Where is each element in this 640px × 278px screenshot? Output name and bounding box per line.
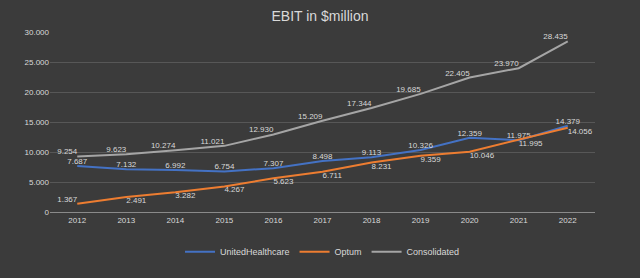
- svg-text:14.056: 14.056: [568, 127, 593, 136]
- svg-text:2019: 2019: [412, 216, 430, 225]
- svg-text:6.992: 6.992: [165, 161, 186, 170]
- svg-text:20.000: 20.000: [25, 88, 50, 97]
- svg-text:9.113: 9.113: [362, 148, 382, 157]
- svg-text:7.132: 7.132: [116, 160, 137, 169]
- svg-text:UnitedHealthcare: UnitedHealthcare: [220, 247, 290, 257]
- svg-text:Consolidated: Consolidated: [407, 247, 460, 257]
- svg-text:0: 0: [45, 208, 50, 217]
- svg-text:19.685: 19.685: [396, 85, 421, 94]
- svg-text:17.344: 17.344: [347, 99, 372, 108]
- svg-text:10.046: 10.046: [470, 151, 495, 160]
- svg-text:7.687: 7.687: [67, 157, 88, 166]
- svg-text:15.209: 15.209: [298, 112, 323, 121]
- svg-text:5.623: 5.623: [273, 177, 294, 186]
- svg-text:EBIT in $million: EBIT in $million: [271, 8, 368, 24]
- svg-text:10.326: 10.326: [408, 141, 433, 150]
- svg-text:4.267: 4.267: [224, 185, 245, 194]
- svg-text:14.379: 14.379: [556, 117, 581, 126]
- svg-text:22.405: 22.405: [445, 69, 470, 78]
- svg-text:25.000: 25.000: [25, 58, 50, 67]
- svg-text:2018: 2018: [363, 216, 381, 225]
- svg-text:8.498: 8.498: [312, 152, 333, 161]
- svg-text:10.000: 10.000: [25, 148, 50, 157]
- svg-text:10.274: 10.274: [151, 141, 176, 150]
- svg-text:28.435: 28.435: [543, 32, 568, 41]
- svg-text:2012: 2012: [68, 216, 86, 225]
- svg-text:2022: 2022: [559, 216, 577, 225]
- svg-text:2021: 2021: [510, 216, 528, 225]
- svg-text:1.367: 1.367: [57, 195, 78, 204]
- svg-text:12.359: 12.359: [457, 129, 482, 138]
- svg-text:11.975: 11.975: [507, 131, 531, 140]
- svg-text:2017: 2017: [314, 216, 332, 225]
- svg-text:2015: 2015: [216, 216, 234, 225]
- svg-text:2014: 2014: [166, 216, 184, 225]
- svg-text:2.491: 2.491: [126, 196, 147, 205]
- svg-text:11.021: 11.021: [201, 137, 225, 146]
- svg-text:11.995: 11.995: [519, 139, 543, 148]
- svg-text:5.000: 5.000: [29, 178, 50, 187]
- svg-text:6.754: 6.754: [214, 162, 235, 171]
- svg-text:8.231: 8.231: [372, 162, 393, 171]
- svg-text:9.359: 9.359: [421, 155, 442, 164]
- svg-text:30.000: 30.000: [25, 28, 50, 37]
- svg-text:2020: 2020: [461, 216, 479, 225]
- svg-text:9.254: 9.254: [57, 147, 78, 156]
- svg-text:9.623: 9.623: [106, 145, 127, 154]
- svg-text:Optum: Optum: [335, 247, 362, 257]
- svg-text:2013: 2013: [117, 216, 135, 225]
- svg-text:15.000: 15.000: [25, 118, 50, 127]
- svg-text:7.307: 7.307: [263, 159, 284, 168]
- svg-text:23.970: 23.970: [494, 59, 519, 68]
- svg-text:3.282: 3.282: [175, 191, 196, 200]
- svg-text:2016: 2016: [265, 216, 283, 225]
- svg-text:6.711: 6.711: [323, 171, 343, 180]
- svg-text:12.930: 12.930: [249, 125, 274, 134]
